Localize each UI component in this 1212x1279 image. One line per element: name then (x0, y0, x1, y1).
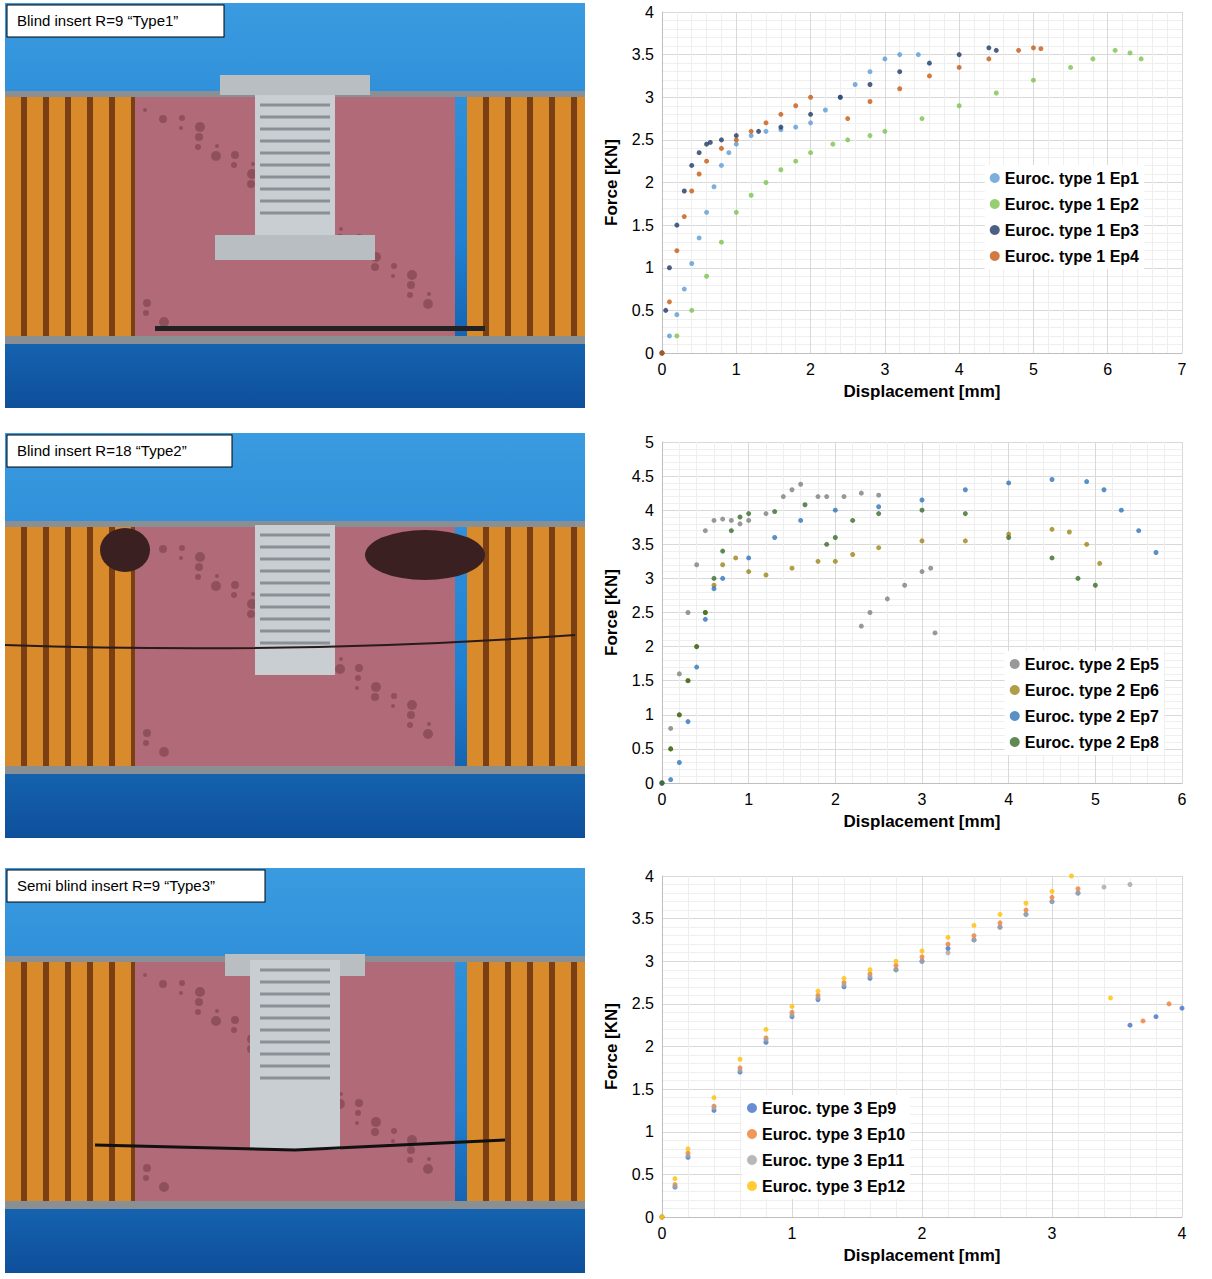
svg-text:Euroc. type 3 Ep12: Euroc. type 3 Ep12 (762, 1178, 905, 1195)
svg-text:2.5: 2.5 (632, 604, 654, 621)
svg-text:4.5: 4.5 (632, 468, 654, 485)
svg-text:Euroc. type 2 Ep6: Euroc. type 2 Ep6 (1025, 682, 1159, 699)
svg-text:0.5: 0.5 (632, 302, 654, 319)
html-text:Blind insert R=9 “Type1”: Blind insert R=9 “Type1” (17, 12, 179, 29)
svg-text:4: 4 (645, 4, 654, 21)
svg-text:2: 2 (645, 174, 654, 191)
svg-text:Euroc. type 1 Ep1: Euroc. type 1 Ep1 (1005, 170, 1139, 187)
svg-text:2: 2 (645, 1038, 654, 1055)
svg-text:0: 0 (658, 1225, 667, 1242)
svg-text:4: 4 (1178, 1225, 1187, 1242)
svg-text:3: 3 (918, 791, 927, 808)
svg-text:Force [KN]: Force [KN] (602, 569, 621, 656)
svg-text:5: 5 (645, 434, 654, 451)
svg-text:Euroc. type 3 Ep9: Euroc. type 3 Ep9 (762, 1100, 896, 1117)
svg-text:0: 0 (658, 361, 667, 378)
svg-text:Euroc. type 1 Ep2: Euroc. type 1 Ep2 (1005, 196, 1139, 213)
svg-text:3: 3 (645, 89, 654, 106)
svg-text:Euroc. type 2 Ep8: Euroc. type 2 Ep8 (1025, 734, 1159, 751)
svg-text:1: 1 (645, 706, 654, 723)
svg-text:Force [KN]: Force [KN] (602, 139, 621, 226)
svg-text:Displacement [mm]: Displacement [mm] (844, 812, 1001, 831)
svg-text:0.5: 0.5 (632, 740, 654, 757)
svg-text:1: 1 (645, 259, 654, 276)
svg-text:1: 1 (732, 361, 741, 378)
svg-text:Euroc. type 3 Ep10: Euroc. type 3 Ep10 (762, 1126, 905, 1143)
svg-text:Euroc. type 1 Ep4: Euroc. type 1 Ep4 (1005, 248, 1139, 265)
svg-text:Euroc. type 3 Ep11: Euroc. type 3 Ep11 (762, 1152, 904, 1169)
svg-text:0: 0 (645, 345, 654, 362)
svg-text:4: 4 (1004, 791, 1013, 808)
svg-text:1: 1 (788, 1225, 797, 1242)
svg-text:3.5: 3.5 (632, 910, 654, 927)
svg-text:Displacement [mm]: Displacement [mm] (844, 1246, 1001, 1265)
svg-text:2: 2 (645, 638, 654, 655)
svg-text:5: 5 (1091, 791, 1100, 808)
svg-text:1: 1 (744, 791, 753, 808)
svg-text:Euroc. type 2 Ep5: Euroc. type 2 Ep5 (1025, 656, 1159, 673)
html-text:Semi blind insert R=9 “Type3”: Semi blind insert R=9 “Type3” (17, 877, 215, 894)
svg-text:1.5: 1.5 (632, 672, 654, 689)
svg-text:5: 5 (1029, 361, 1038, 378)
svg-text:Displacement [mm]: Displacement [mm] (844, 382, 1001, 401)
svg-text:2.5: 2.5 (632, 995, 654, 1012)
svg-text:2.5: 2.5 (632, 131, 654, 148)
svg-text:4: 4 (645, 868, 654, 885)
svg-text:3: 3 (1048, 1225, 1057, 1242)
svg-text:6: 6 (1103, 361, 1112, 378)
svg-text:Euroc. type 1 Ep3: Euroc. type 1 Ep3 (1005, 222, 1139, 239)
svg-text:3.5: 3.5 (632, 536, 654, 553)
svg-text:1: 1 (645, 1123, 654, 1140)
svg-text:1.5: 1.5 (632, 217, 654, 234)
svg-text:7: 7 (1178, 361, 1187, 378)
svg-text:0: 0 (645, 775, 654, 792)
svg-text:0: 0 (658, 791, 667, 808)
svg-text:0: 0 (645, 1209, 654, 1226)
svg-text:4: 4 (645, 502, 654, 519)
html-text:Blind insert R=18 “Type2”: Blind insert R=18 “Type2” (17, 442, 187, 459)
svg-text:2: 2 (806, 361, 815, 378)
svg-text:2: 2 (831, 791, 840, 808)
svg-text:Force [KN]: Force [KN] (602, 1003, 621, 1090)
svg-text:4: 4 (955, 361, 964, 378)
svg-text:3: 3 (880, 361, 889, 378)
svg-text:2: 2 (918, 1225, 927, 1242)
svg-text:6: 6 (1178, 791, 1187, 808)
svg-text:3: 3 (645, 953, 654, 970)
svg-text:0.5: 0.5 (632, 1166, 654, 1183)
svg-text:Euroc. type 2 Ep7: Euroc. type 2 Ep7 (1025, 708, 1159, 725)
svg-text:3: 3 (645, 570, 654, 587)
svg-text:3.5: 3.5 (632, 46, 654, 63)
svg-text:1.5: 1.5 (632, 1081, 654, 1098)
